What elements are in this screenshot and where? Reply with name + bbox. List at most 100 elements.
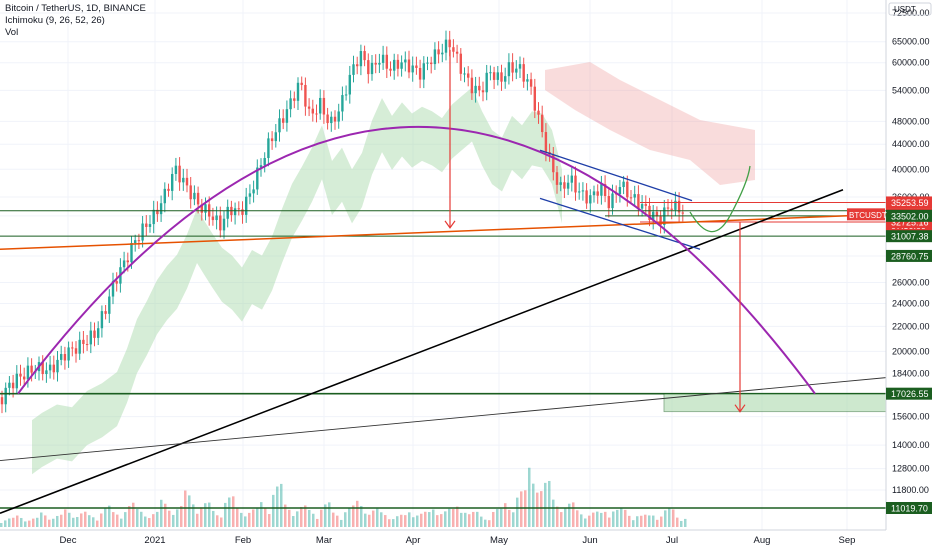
volume-bar	[196, 513, 199, 527]
x-tick-label: Feb	[235, 535, 251, 546]
candle-body	[108, 296, 111, 314]
candle-body	[241, 209, 244, 215]
indicator-volume[interactable]: Vol	[5, 27, 19, 38]
volume-bar	[256, 508, 259, 527]
candle-body	[322, 97, 326, 115]
volume-bar	[20, 517, 23, 527]
candle-body	[344, 94, 348, 96]
measured-move-arrow-2-head	[734, 404, 746, 413]
volume-bar	[288, 509, 291, 527]
symbol-title[interactable]: Bitcoin / TetherUS, 1D, BINANCE	[5, 3, 146, 14]
volume-bar	[248, 512, 251, 527]
volume-bar	[476, 511, 479, 527]
candle-body	[348, 74, 351, 95]
volume-bar	[320, 509, 323, 527]
candle-body	[163, 188, 166, 204]
volume-bar	[504, 503, 507, 527]
y-tick-label: 60000.00	[892, 58, 930, 68]
candle-body	[670, 208, 673, 210]
candle-body	[156, 209, 159, 215]
volume-bar	[464, 512, 467, 527]
volume-bar	[684, 518, 687, 527]
volume-bar	[456, 506, 459, 527]
volume-bar	[564, 508, 567, 527]
volume-bar	[648, 515, 651, 527]
indicator-ichimoku[interactable]: Ichimoku (9, 26, 52, 26)	[5, 15, 105, 26]
price-label: 11019.70	[891, 504, 928, 514]
candle-body	[626, 181, 629, 198]
candle-body	[666, 207, 670, 209]
candle-body	[63, 354, 67, 361]
volume-bar	[52, 518, 55, 527]
volume-bar	[668, 508, 671, 527]
volume-bar	[24, 521, 27, 527]
y-tick-label: 48000.00	[892, 116, 930, 126]
candle-body	[330, 116, 333, 124]
volume-bar	[112, 512, 115, 527]
volume-bar	[532, 483, 535, 527]
volume-bar	[448, 508, 451, 527]
candle-body	[589, 195, 592, 204]
candle-body	[603, 184, 607, 197]
volume-bar	[584, 518, 587, 527]
candle-body	[566, 182, 570, 189]
price-label-box	[886, 230, 932, 243]
volume-bar	[44, 515, 47, 527]
orange-trendline	[0, 213, 887, 251]
currency-box	[888, 2, 932, 16]
volume-bar	[352, 505, 355, 527]
candle-body	[352, 64, 355, 75]
volume-bar	[568, 503, 571, 527]
candle-body	[518, 64, 522, 69]
volume-bar	[264, 508, 267, 527]
volume-bar	[608, 517, 611, 527]
volume-bar	[468, 514, 471, 527]
volume-bar	[40, 512, 43, 527]
candle-body	[152, 209, 155, 225]
volume-bar	[628, 515, 631, 527]
volume-bar	[548, 480, 551, 527]
volume-bar	[344, 512, 347, 527]
candle-body	[300, 82, 303, 85]
volume-bar	[300, 507, 303, 527]
candle-body	[467, 73, 470, 78]
candle-body	[82, 339, 85, 345]
volume-bar	[516, 497, 519, 527]
candle-body	[367, 60, 370, 75]
volume-bar	[308, 509, 311, 527]
volume-bar	[640, 515, 643, 527]
candle-body	[189, 185, 192, 200]
volume-bar	[180, 506, 183, 527]
candle-body	[296, 82, 300, 101]
candle-body	[311, 108, 314, 114]
x-tick-label: Dec	[60, 535, 77, 546]
volume-bar	[676, 517, 679, 527]
volume-bar	[108, 505, 111, 527]
y-tick-label: 26000.00	[892, 277, 930, 287]
volume-bar	[416, 515, 419, 527]
volume-bar	[132, 502, 135, 527]
candle-body	[659, 216, 662, 225]
candle-body	[393, 59, 396, 71]
x-tick-label: Jul	[666, 535, 678, 546]
candle-body	[89, 330, 92, 345]
volume-bar	[72, 517, 75, 527]
y-tick-label: 44000.00	[892, 139, 930, 149]
candle-body	[71, 347, 74, 349]
volume-bar	[556, 506, 559, 527]
candle-body	[600, 184, 603, 196]
candle-body	[655, 211, 659, 217]
volume-bar	[36, 517, 39, 527]
volume-bar	[84, 511, 87, 527]
thin-trendline	[0, 377, 887, 462]
volume-bar	[312, 513, 315, 527]
candle-body	[444, 39, 448, 53]
candle-body	[126, 260, 129, 263]
candle-body	[115, 281, 118, 284]
candle-body	[648, 205, 651, 221]
volume-bar	[388, 519, 391, 527]
volume-bar	[396, 516, 399, 527]
candle-body	[278, 118, 281, 133]
candle-body	[259, 165, 263, 168]
